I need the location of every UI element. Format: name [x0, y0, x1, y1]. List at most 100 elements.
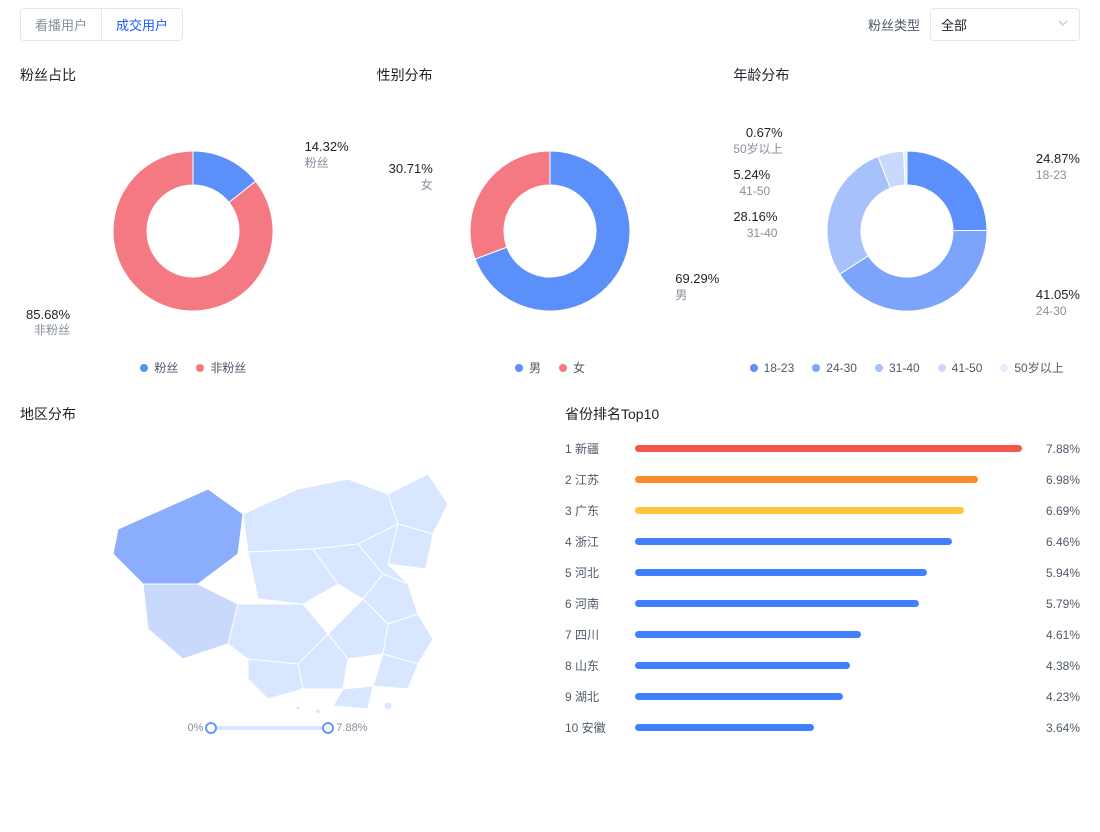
- rank-label: 6 河南: [565, 595, 625, 612]
- rank-bar: [635, 445, 1022, 452]
- rank-label: 1 新疆: [565, 440, 625, 457]
- chart-callout: 28.16%31-40: [733, 209, 777, 241]
- gender-legend: 男女: [377, 359, 724, 376]
- rank-row: 3 广东 6.69%: [565, 502, 1080, 519]
- filter-label: 粉丝类型: [868, 15, 920, 34]
- rank-bar: [635, 662, 850, 669]
- rank-label: 10 安徽: [565, 719, 625, 736]
- rank-bar-track: [635, 569, 1022, 576]
- rank-label: 4 浙江: [565, 533, 625, 550]
- rank-row: 4 浙江 6.46%: [565, 533, 1080, 550]
- legend-item[interactable]: 31-40: [875, 359, 920, 376]
- rank-bar-track: [635, 724, 1022, 731]
- chevron-down-icon: [1057, 17, 1069, 32]
- rank-bar: [635, 538, 952, 545]
- region-and-ranking-row: 地区分布 0% 7.88% 省份排名Top10 1 新疆 7.88% 2 江苏 6.9…: [20, 404, 1080, 754]
- top-bar: 看播用户 成交用户 粉丝类型 全部: [20, 8, 1080, 41]
- donut-row: 粉丝占比 14.32%粉丝 85.68%非粉丝 粉丝 非粉丝 性别分布 69.29%…: [20, 65, 1080, 376]
- rank-pct: 6.46%: [1032, 535, 1080, 549]
- rank-pct: 4.61%: [1032, 628, 1080, 642]
- chart-callout: 69.29%男: [675, 271, 719, 303]
- legend-item[interactable]: 41-50: [938, 359, 983, 376]
- fan-ratio-section: 粉丝占比 14.32%粉丝 85.68%非粉丝 粉丝 非粉丝: [20, 65, 367, 376]
- gender-section: 性别分布 69.29%男30.71%女 男女: [377, 65, 724, 376]
- chart-callout: 5.24%41-50: [733, 167, 770, 199]
- rank-pct: 5.79%: [1032, 597, 1080, 611]
- fan-type-filter: 粉丝类型 全部: [868, 8, 1080, 41]
- rank-bar: [635, 476, 978, 483]
- gender-title: 性别分布: [377, 65, 724, 85]
- map-scale-handle-min[interactable]: [205, 722, 217, 734]
- ranking-list: 1 新疆 7.88% 2 江苏 6.98% 3 广东 6.69% 4 浙江 6.46% 5 河北…: [565, 434, 1080, 736]
- rank-pct: 4.38%: [1032, 659, 1080, 673]
- age-legend: 18-23 24-30 31-40 41-50 50岁以上: [733, 359, 1080, 376]
- rank-pct: 5.94%: [1032, 566, 1080, 580]
- rank-bar: [635, 507, 964, 514]
- chart-callout: 0.67%50岁以上: [733, 125, 782, 157]
- chart-callout: 85.68%非粉丝: [26, 307, 70, 339]
- map-scale-min: 0%: [188, 722, 204, 734]
- age-chart: 24.87%18-2341.05%24-3028.16%31-405.24%41…: [733, 95, 1080, 355]
- rank-pct: 6.69%: [1032, 504, 1080, 518]
- rank-row: 9 湖北 4.23%: [565, 688, 1080, 705]
- rank-pct: 6.98%: [1032, 473, 1080, 487]
- fan-ratio-chart: 14.32%粉丝 85.68%非粉丝: [20, 95, 367, 355]
- gender-chart: 69.29%男30.71%女: [377, 95, 724, 355]
- legend-item[interactable]: 50岁以上: [1000, 359, 1063, 376]
- age-section: 年龄分布 24.87%18-2341.05%24-3028.16%31-405.…: [733, 65, 1080, 376]
- age-title: 年龄分布: [733, 65, 1080, 85]
- rank-pct: 4.23%: [1032, 690, 1080, 704]
- filter-selected-value: 全部: [941, 15, 967, 34]
- rank-row: 8 山东 4.38%: [565, 657, 1080, 674]
- rank-bar-track: [635, 693, 1022, 700]
- rank-label: 2 江苏: [565, 471, 625, 488]
- rank-bar: [635, 569, 927, 576]
- rank-bar-track: [635, 662, 1022, 669]
- rank-pct: 3.64%: [1032, 721, 1080, 735]
- rank-row: 2 江苏 6.98%: [565, 471, 1080, 488]
- legend-item[interactable]: 女: [559, 359, 585, 376]
- rank-row: 1 新疆 7.88%: [565, 440, 1080, 457]
- rank-label: 3 广东: [565, 502, 625, 519]
- ranking-title: 省份排名Top10: [565, 404, 1080, 424]
- rank-label: 9 湖北: [565, 688, 625, 705]
- legend-item[interactable]: 粉丝: [140, 359, 178, 376]
- tab-view-users[interactable]: 看播用户: [21, 9, 101, 40]
- rank-bar: [635, 724, 814, 731]
- fan-type-select[interactable]: 全部: [930, 8, 1080, 41]
- rank-row: 6 河南 5.79%: [565, 595, 1080, 612]
- tab-deal-users[interactable]: 成交用户: [101, 9, 182, 40]
- rank-bar-track: [635, 476, 1022, 483]
- map-scale-handle-max[interactable]: [322, 722, 334, 734]
- rank-bar: [635, 631, 861, 638]
- map-scale[interactable]: 0% 7.88%: [188, 722, 368, 734]
- rank-row: 7 四川 4.61%: [565, 626, 1080, 643]
- region-title: 地区分布: [20, 404, 535, 424]
- rank-row: 10 安徽 3.64%: [565, 719, 1080, 736]
- rank-bar-track: [635, 445, 1022, 452]
- rank-bar-track: [635, 631, 1022, 638]
- rank-label: 8 山东: [565, 657, 625, 674]
- chart-callout: 14.32%粉丝: [305, 139, 349, 171]
- region-section: 地区分布 0% 7.88%: [20, 404, 535, 754]
- rank-bar-track: [635, 507, 1022, 514]
- legend-item[interactable]: 24-30: [812, 359, 857, 376]
- map-scale-max: 7.88%: [336, 722, 367, 734]
- rank-bar: [635, 600, 919, 607]
- map-scale-track[interactable]: [211, 726, 328, 730]
- rank-row: 5 河北5.94%: [565, 564, 1080, 581]
- rank-bar: [635, 693, 843, 700]
- rank-bar-track: [635, 600, 1022, 607]
- fan-ratio-legend: 粉丝 非粉丝: [20, 359, 367, 376]
- rank-label: 7 四川: [565, 626, 625, 643]
- chart-callout: 24.87%18-23: [1036, 151, 1080, 183]
- rank-pct: 7.88%: [1032, 442, 1080, 456]
- legend-item[interactable]: 男: [515, 359, 541, 376]
- user-tabs: 看播用户 成交用户: [20, 8, 183, 41]
- legend-item[interactable]: 非粉丝: [196, 359, 246, 376]
- ranking-section: 省份排名Top10 1 新疆 7.88% 2 江苏 6.98% 3 广东 6.69% 4 浙…: [565, 404, 1080, 754]
- legend-item[interactable]: 18-23: [750, 359, 795, 376]
- fan-ratio-title: 粉丝占比: [20, 65, 367, 85]
- rank-bar-track: [635, 538, 1022, 545]
- region-map: 0% 7.88%: [20, 434, 535, 754]
